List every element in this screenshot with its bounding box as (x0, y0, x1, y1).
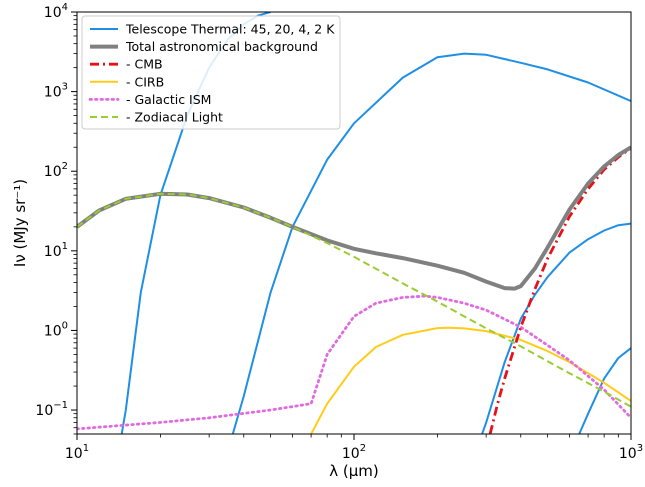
y-axis-label: Iν (MJy sr⁻¹) (11, 179, 29, 267)
series-line-galactic-ism (77, 294, 631, 431)
series-layer (77, 12, 631, 434)
series-line-cirb (310, 326, 631, 434)
series-line-telescope-thermal-45-20-4-2-k-4k (481, 222, 631, 434)
legend-label-total-astronomical-background: Total astronomical background (125, 39, 318, 54)
legend-label-zodiacal-light: - Zodiacal Light (126, 110, 223, 125)
series-line-zodiacal-light (77, 192, 631, 408)
legend-label-cmb: - CMB (126, 57, 163, 72)
legend-label-telescope-thermal-45-20-4-2-k: Telescope Thermal: 45, 20, 4, 2 K (125, 22, 335, 37)
series-line-cmb (488, 146, 631, 434)
legend: Telescope Thermal: 45, 20, 4, 2 K Total a… (81, 15, 341, 130)
x-axis-label: λ (μm) (329, 462, 379, 480)
legend-label-cirb: - CIRB (126, 74, 164, 89)
legend-label-galactic-ism: - Galactic ISM (126, 92, 211, 107)
series-line-telescope-thermal-45-20-4-2-k-2k (578, 347, 631, 434)
legend-box (81, 15, 341, 130)
series-line-telescope-thermal-45-20-4-2-k-20k (231, 52, 631, 434)
